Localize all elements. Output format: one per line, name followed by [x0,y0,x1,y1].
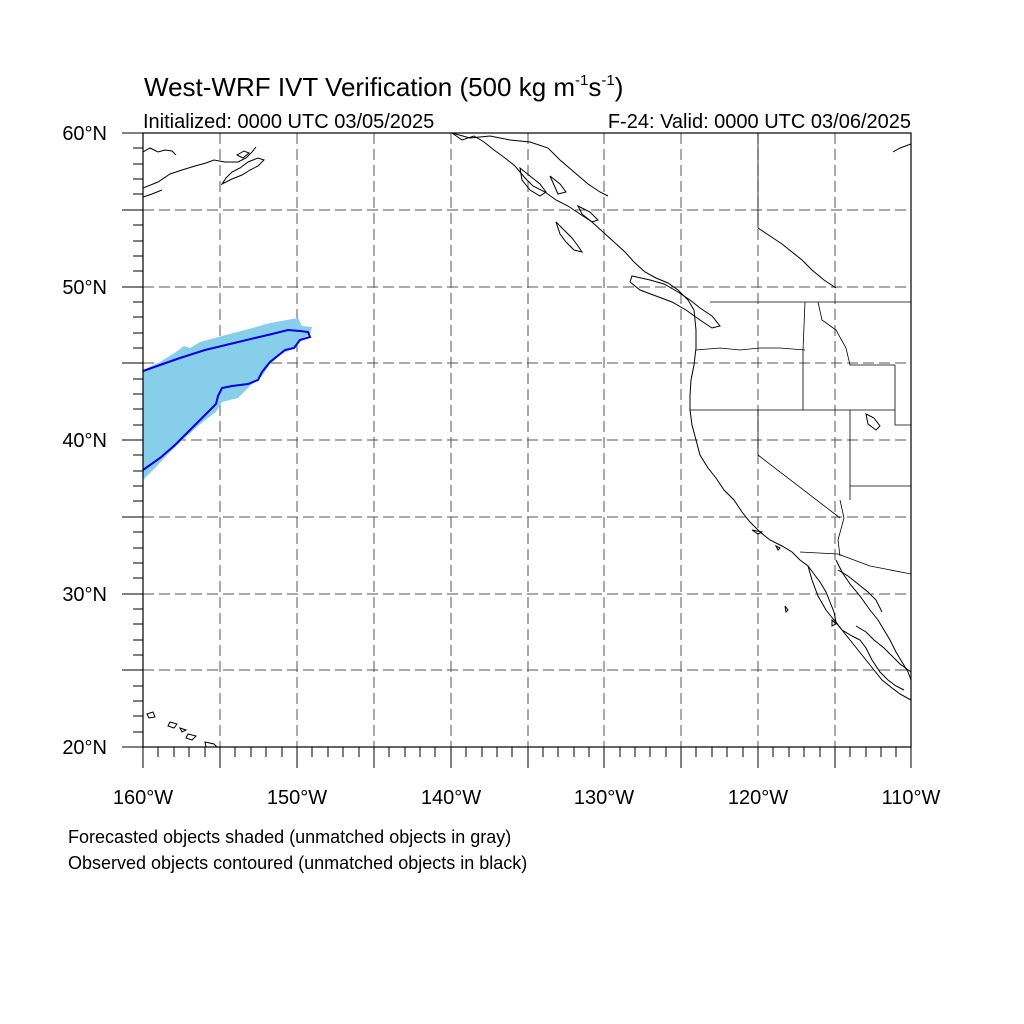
forecast-note: Forecasted objects shaded (unmatched obj… [68,827,512,847]
valid-time: F-24: Valid: 0000 UTC 03/06/2025 [607,111,911,133]
lon-label-130w: 130°W [573,787,635,809]
lon-label-140w: 140°W [420,787,482,809]
observed-note: Observed objects contoured (unmatched ob… [68,853,528,873]
political-borders [690,133,911,575]
initialized-time: Initialized: 0000 UTC 03/05/2025 [143,111,435,133]
forecast-object [143,318,312,480]
lat-label-40n: 40°N [62,430,107,452]
lat-label-60n: 60°N [62,123,107,145]
lat-label-50n: 50°N [62,277,107,299]
map-title: West-WRF IVT Verification (500 kg m-1s-1… [144,72,624,102]
lon-label-120w: 120°W [727,787,789,809]
lon-label-160w: 160°W [112,787,174,809]
tick-marks [122,132,912,768]
lon-label-110w: 110°W [881,787,941,809]
observed-contour [143,328,312,471]
gridlines [143,133,911,747]
lon-label-150w: 150°W [266,787,328,809]
lat-label-20n: 20°N [62,737,107,759]
lat-label-30n: 30°N [62,584,107,606]
